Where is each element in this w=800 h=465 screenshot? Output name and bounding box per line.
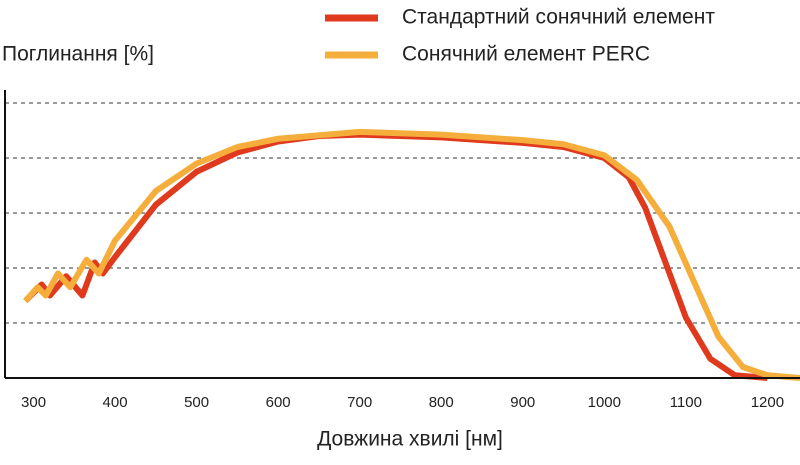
y-axis-label: Поглинання [%]: [2, 43, 154, 66]
x-tick-label: 1000: [588, 394, 621, 411]
x-tick-label: 600: [266, 394, 291, 411]
x-tick-label: 1100: [670, 394, 702, 411]
x-tick-label: 1200: [751, 394, 784, 411]
series-line: [23, 131, 768, 381]
x-tick-label: 800: [429, 394, 454, 411]
x-tick-label: 900: [510, 394, 535, 411]
x-tick-label: 700: [347, 394, 372, 411]
x-tick-label: 300: [21, 394, 46, 411]
legend-label: Сонячний елемент PERC: [402, 43, 650, 66]
series-line: [23, 128, 800, 381]
x-axis-label: Довжина хвилі [нм]: [317, 428, 503, 451]
x-tick-label: 500: [184, 394, 209, 411]
legend-label: Стандартний сонячний елемент: [402, 6, 715, 29]
x-tick-label: 400: [103, 394, 128, 411]
